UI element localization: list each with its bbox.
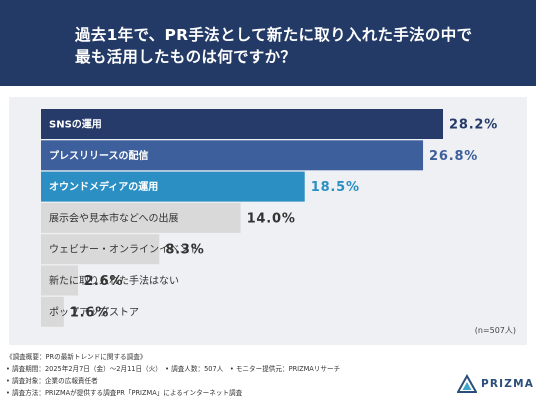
category-label-6: 新たに取り入れた手法はない: [49, 274, 179, 287]
footer-survey-period: • 調査期間：2025年2月7日（金）〜2月11日（火） • 調査人数：507人…: [6, 365, 341, 373]
bar-5: [41, 234, 160, 265]
bar-6: [41, 265, 79, 296]
category-label-1: SNSの運用: [49, 119, 102, 131]
sample-size-note: (n=507人): [475, 326, 516, 335]
title-banner: 過去1年で、PR手法として新たに取り入れた手法の中で 最も活用したものは何ですか…: [0, 0, 536, 86]
footer-survey-target: • 調査対象：企業の広報責任者: [6, 377, 98, 385]
chart-title-line1: 過去1年で、PR手法として新たに取り入れた手法の中で: [75, 26, 473, 44]
footer-survey-overview: 《調査概要：PRの最新トレンドに関する調査》: [6, 353, 147, 361]
value-label-3: 18.5%: [311, 180, 360, 195]
bar-chart: SNSの運用 28.2% プレスリリースの配信 26.8% オウンドメディアの運用 18.…: [41, 109, 516, 335]
bar-7: [41, 296, 64, 327]
category-label-7: ポップアップストア: [49, 306, 139, 318]
value-label-4: 14.0%: [247, 211, 296, 226]
footer-survey-method: • 調査方法：PRIZMAが提供する調査PR「PRIZMA」によるインターネット…: [6, 389, 243, 397]
prizma-logo-text: PRIZMA: [481, 378, 535, 390]
bar-3: [41, 171, 305, 202]
survey-footer: 《調査概要：PRの最新トレンドに関する調査》 • 調査期間：2025年2月7日（…: [0, 348, 536, 402]
value-label-1: 28.2%: [449, 118, 498, 133]
bar-4: [41, 202, 241, 233]
category-label-2: プレスリリースの配信: [49, 149, 149, 162]
prizma-logo-icon: [457, 374, 477, 393]
category-label-4: 展示会や見本市などへの出展: [49, 211, 179, 224]
category-label-5: ウェビナー・オンラインイベント: [49, 244, 199, 256]
bar-1: [41, 109, 443, 139]
prizma-logo: PRIZMA: [457, 374, 533, 394]
value-label-2: 26.8%: [429, 149, 478, 164]
chart-title-line2: 最も活用したものは何ですか？: [75, 48, 297, 66]
value-label-7: 1.6%: [70, 305, 109, 320]
category-label-3: オウンドメディアの運用: [49, 180, 158, 193]
value-label-6: 2.6%: [84, 274, 123, 289]
bar-2: [41, 140, 424, 171]
value-label-5: 8.3%: [165, 243, 204, 258]
